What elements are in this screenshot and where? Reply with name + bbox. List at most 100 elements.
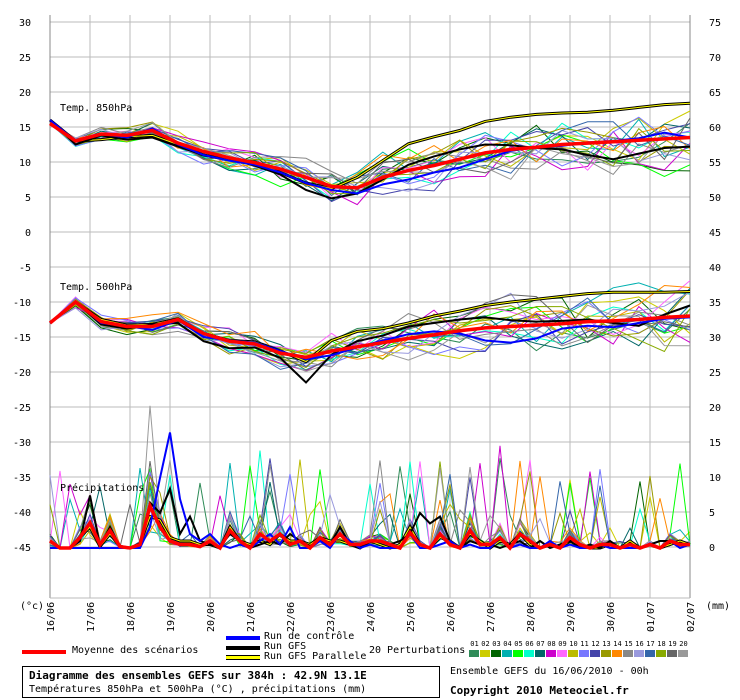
- left-tick-label: -25: [13, 403, 31, 414]
- date-label: 18/06: [126, 602, 137, 632]
- left-axis-ticks: 30 25 20 15 10 5 0 -5 -10 -15 -20 -25 -30 -35 -40 -45: [13, 18, 31, 554]
- pert-legend-number: 08: [547, 640, 556, 648]
- date-label: 20/06: [206, 602, 217, 632]
- date-label: 19/06: [166, 602, 177, 632]
- legend-gfs-label: Run GFS: [264, 641, 307, 652]
- pert-line-500: [49, 294, 691, 371]
- pert-legend-swatch: [612, 650, 622, 657]
- right-tick-label: 15: [709, 438, 721, 449]
- pert-legend-number: 06: [525, 640, 534, 648]
- date-label: 29/06: [566, 602, 577, 632]
- right-tick-label: 5: [709, 508, 715, 519]
- precip-panel-label: Précipitations: [60, 482, 144, 494]
- pert-legend-number: 09: [558, 640, 567, 648]
- date-label: 01/07: [646, 602, 657, 632]
- left-tick-label: -45: [13, 543, 31, 554]
- right-tick-label: 35: [709, 298, 721, 309]
- right-tick-label: 10: [709, 473, 721, 484]
- legend-perturbations-label: 20 Perturbations: [369, 645, 466, 656]
- pert-line-850: [49, 117, 691, 192]
- pert-legend-number: 10: [569, 640, 578, 648]
- pert-legend-number: 16: [635, 640, 644, 648]
- left-tick-label: -5: [19, 263, 31, 274]
- pert-legend-number: 04: [503, 640, 512, 648]
- date-label: 02/07: [686, 602, 697, 632]
- footer-title: Diagramme des ensembles GEFS sur 384h : …: [29, 669, 367, 682]
- pert-legend-swatch: [579, 650, 589, 657]
- date-label: 27/06: [486, 602, 497, 632]
- right-tick-label: 75: [709, 18, 721, 29]
- legend-gfs-parallel-label: Run GFS Parallele: [264, 651, 367, 662]
- pert-legend-swatch: [645, 650, 655, 657]
- right-tick-label: 30: [709, 333, 721, 344]
- pert-legend-swatch: [601, 650, 611, 657]
- pert-line-precip: [49, 405, 691, 550]
- mean-line-precip_mm: [48, 500, 690, 551]
- pert-legend-number: 07: [536, 640, 545, 648]
- left-tick-label: 0: [25, 228, 31, 239]
- date-label: 25/06: [406, 602, 417, 632]
- pert-legend-swatch: [568, 650, 578, 657]
- pert-legend-number: 17: [646, 640, 655, 648]
- legend-control-label: Run de contrôle: [264, 631, 355, 642]
- pert-legend-swatch: [590, 650, 600, 657]
- grid: [49, 15, 691, 599]
- pert-line-850: [49, 122, 691, 180]
- copyright: Copyright 2010 Meteociel.fr: [450, 684, 629, 697]
- mean-line-t500: [48, 299, 691, 360]
- right-tick-label: 70: [709, 53, 721, 64]
- right-tick-label: 0: [709, 543, 715, 554]
- pert-legend-number: 13: [602, 640, 611, 648]
- pert-legend-swatch: [667, 650, 677, 657]
- pert-legend-number: 18: [657, 640, 666, 648]
- left-tick-label: -10: [13, 298, 31, 309]
- pert-legend-number: 19: [668, 640, 677, 648]
- run-info: Ensemble GEFS du 16/06/2010 - 00h: [450, 666, 649, 677]
- footer-info-box: Diagramme des ensembles GEFS sur 384h : …: [22, 666, 440, 698]
- pert-legend-swatch: [634, 650, 644, 657]
- legend-gfs-swatch: [226, 646, 260, 650]
- t850-panel-label: Temp. 850hPa: [60, 103, 132, 114]
- mean-line-t850: [49, 122, 691, 190]
- date-label: 22/06: [286, 602, 297, 632]
- pert-legend-number: 02: [481, 640, 490, 648]
- left-tick-label: 25: [19, 53, 31, 64]
- pert-legend-number: 05: [514, 640, 523, 648]
- pert-legend-swatch: [524, 650, 534, 657]
- right-tick-label: 40: [709, 263, 721, 274]
- date-label: 21/06: [246, 602, 257, 632]
- right-tick-label: 50: [709, 193, 721, 204]
- right-tick-label: 60: [709, 123, 721, 134]
- legend-control-swatch: [226, 636, 260, 640]
- pert-legend-number: 14: [613, 640, 622, 648]
- date-label: 17/06: [86, 602, 97, 632]
- left-axis-unit: (°c): [20, 601, 44, 612]
- pert-legend-swatch: [469, 650, 479, 657]
- right-tick-label: 65: [709, 88, 721, 99]
- gfs-parallel-line-t850: [49, 102, 691, 190]
- left-tick-label: -15: [13, 333, 31, 344]
- pert-line-500: [49, 284, 691, 360]
- left-tick-label: 15: [19, 123, 31, 134]
- pert-legend-number: 03: [492, 640, 501, 648]
- date-label: 23/06: [326, 602, 337, 632]
- pert-legend-swatch: [480, 650, 490, 657]
- x-axis-date-labels: 16/06 17/06 18/06 19/06 20/06 21/06 22/06 23/06…: [46, 602, 697, 632]
- pert-legend-swatch: [557, 650, 567, 657]
- pert-legend-number: 15: [624, 640, 633, 648]
- pert-legend-number: 01: [470, 640, 479, 648]
- left-tick-label: 30: [19, 18, 31, 29]
- legend-mean-swatch: [22, 650, 66, 654]
- t500-panel-label: Temp. 500hPa: [60, 282, 132, 293]
- pert-legend-swatch: [546, 650, 556, 657]
- left-tick-label: -40: [13, 508, 31, 519]
- left-tick-label: -35: [13, 473, 31, 484]
- left-tick-label: -20: [13, 368, 31, 379]
- date-label: 26/06: [446, 602, 457, 632]
- legend-gfs-parallel-swatch: [226, 655, 260, 660]
- right-tick-label: 55: [709, 158, 721, 169]
- footer-subtitle: Températures 850hPa et 500hPa (°C) , pré…: [29, 684, 367, 695]
- left-tick-label: 5: [25, 193, 31, 204]
